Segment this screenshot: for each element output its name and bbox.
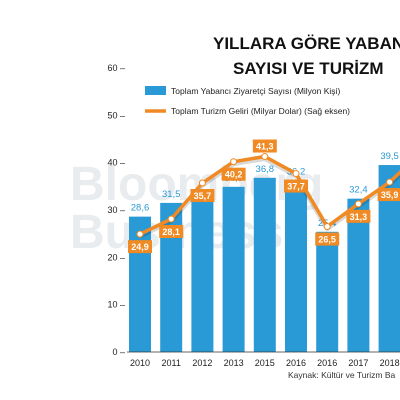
bar [191, 201, 214, 352]
line-value-badge [315, 232, 340, 246]
line-value-badge [252, 139, 277, 153]
line-point [261, 153, 269, 161]
line-series: 24,928,135,740,241,337,726,531,335,942 [128, 139, 400, 254]
y-tick-label: 10 – [107, 300, 125, 310]
y-tick-label: 50 – [107, 110, 125, 120]
y-tick-label: 30 – [107, 205, 125, 215]
x-tick-label: 2015 [255, 358, 275, 368]
bar [347, 198, 370, 352]
x-axis: 201020112012201320152016201620172018201 [127, 351, 400, 368]
line-point [167, 215, 175, 223]
line-value-badge [377, 188, 400, 202]
bar [316, 231, 339, 352]
bar-series [129, 165, 400, 352]
bar [285, 180, 307, 352]
line-point [386, 178, 394, 186]
line-value-badge [346, 209, 371, 223]
line-point [136, 230, 144, 238]
line-value-badge [128, 240, 152, 254]
line-point [198, 179, 206, 187]
line-value-label: 40,2 [225, 170, 243, 180]
line-value-label: 35,7 [194, 191, 212, 201]
x-tick-label: 2013 [224, 358, 244, 368]
chart-title-line-2: SAYISI VE TURİZM [233, 59, 384, 78]
y-tick-label: 60 – [107, 63, 125, 73]
line-value-badge [190, 189, 215, 203]
line-point [230, 158, 238, 166]
bar-value-label: 32,4 [349, 185, 368, 196]
x-tick-label: 2010 [130, 358, 150, 368]
bar [253, 177, 276, 352]
line-value-label: 35,9 [381, 190, 399, 200]
chart-title-line-1: YILLARA GÖRE YABAN [213, 34, 400, 53]
bar [222, 186, 245, 352]
bar-value-label: 31,5 [162, 189, 181, 200]
line-value-label: 31,3 [350, 212, 368, 222]
x-tick-label: 2016 [286, 358, 306, 368]
line-point [292, 170, 300, 178]
legend-bar-swatch [145, 86, 166, 95]
y-tick-label: 0 – [112, 347, 125, 357]
line-value-label: 41,3 [256, 142, 274, 152]
chart-title: YILLARA GÖRE YABAN SAYISI VE TURİZM [213, 34, 400, 78]
line-value-badge [284, 179, 308, 193]
bar-value-label: 36,8 [256, 164, 275, 175]
bar [378, 165, 400, 352]
bar [160, 202, 183, 352]
y-tick-label: 20 – [107, 252, 125, 262]
x-tick-label: 2012 [192, 358, 212, 368]
line-value-label: 24,9 [131, 242, 149, 252]
legend: Toplam Yabancı Ziyaretçi Sayısı (Milyon … [145, 86, 350, 116]
line-value-label: 28,1 [162, 227, 180, 237]
line-value-label: 37,7 [287, 182, 305, 192]
bar-value-label: 28,6 [131, 203, 150, 214]
line-value-badge [159, 224, 184, 238]
line-value-label: 26,5 [318, 235, 336, 245]
legend-bar-label: Toplam Yabancı Ziyaretçi Sayısı (Milyon … [171, 86, 340, 96]
x-tick-label: 2016 [317, 358, 337, 368]
line-value-badge [221, 167, 246, 181]
x-tick-label: 2017 [348, 358, 368, 368]
y-tick-label: 40 – [107, 158, 125, 168]
x-tick-label: 2018 [380, 358, 400, 368]
legend-line-label: Toplam Turizm Geliri (Milyar Dolar) (Sağ… [171, 106, 350, 116]
line-point [354, 200, 362, 208]
source-note: Kaynak: Kültür ve Turizm Ba [288, 370, 396, 380]
bar-value-label: 39,5 [380, 151, 399, 162]
y-axis: 0 – 10 – 20 – 30 – 40 – 50 – 60 – [107, 63, 125, 357]
x-tick-label: 2011 [162, 358, 181, 368]
line-point [323, 223, 331, 231]
line-path [139, 154, 400, 236]
